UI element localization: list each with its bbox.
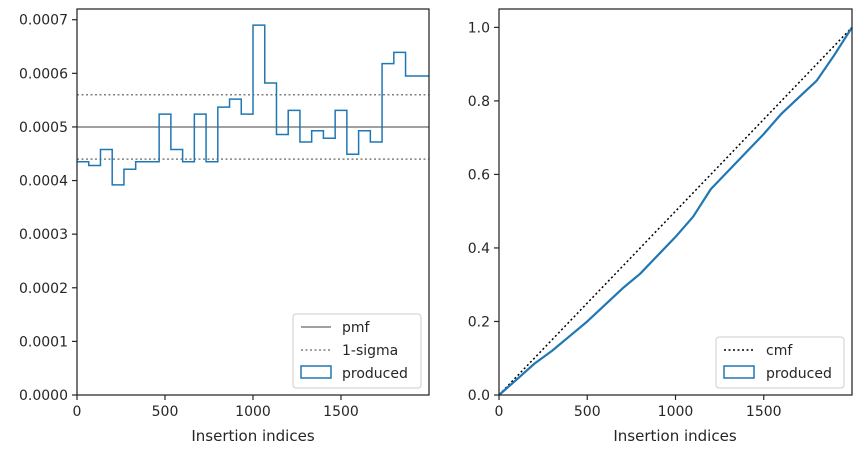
left-xtick-label: 0	[73, 404, 82, 420]
left-ytick-label: 0.0002	[19, 281, 68, 297]
cmf-line	[498, 26, 853, 396]
right-ytick-label: 0.0	[468, 388, 490, 404]
left-ytick-label: 0.0000	[19, 388, 68, 404]
right-legend: cmf produced	[715, 336, 845, 389]
legend-produced-swatch	[300, 365, 332, 379]
right-xtick-label: 0	[495, 404, 504, 420]
left-xtick-label: 500	[152, 404, 179, 420]
produced-cumulative-line	[498, 26, 853, 396]
right-xtick-label: 500	[574, 404, 601, 420]
legend-produced-swatch-right	[723, 365, 755, 379]
left-ytick-label: 0.0001	[19, 334, 68, 350]
left-legend: pmf 1-sigma produced	[292, 313, 422, 389]
right-plot-area	[498, 26, 853, 396]
left-ytick-label: 0.0006	[19, 66, 68, 82]
right-xtick-label: 1500	[746, 404, 782, 420]
left-plot-area	[77, 24, 429, 186]
right-ytick-label: 0.6	[468, 167, 490, 183]
left-panel-pmf: 0 500 1000 1500 0.0000 0.0001 0.0002 0.0003 0.00…	[19, 8, 430, 445]
left-ytick-label: 0.0005	[19, 120, 68, 136]
produced-step-histogram	[77, 24, 429, 186]
right-xtick-label: 1000	[658, 404, 694, 420]
legend-cmf-label: cmf	[766, 343, 793, 359]
left-xtick-label: 1500	[323, 404, 359, 420]
right-panel-cmf: 0 500 1000 1500 0.0 0.2 0.4 0.6 0.8 1.0 Insertion…	[468, 8, 853, 445]
right-ticks: 0 500 1000 1500 0.0 0.2 0.4 0.6 0.8 1.0	[468, 20, 782, 420]
right-ytick-label: 0.8	[468, 94, 490, 110]
right-ytick-label: 0.4	[468, 241, 490, 257]
left-ticks: 0 500 1000 1500 0.0000 0.0001 0.0002 0.0003 0.00…	[19, 13, 359, 420]
left-ytick-label: 0.0004	[19, 174, 68, 190]
left-legend-box	[292, 313, 422, 389]
legend-produced-label: produced	[342, 366, 408, 382]
right-ytick-label: 1.0	[468, 20, 490, 36]
legend-produced-label-right: produced	[766, 366, 832, 382]
legend-pmf-label: pmf	[342, 320, 371, 336]
left-xtick-label: 1000	[235, 404, 271, 420]
left-ytick-label: 0.0007	[19, 13, 68, 29]
left-x-axis-label: Insertion indices	[191, 427, 314, 445]
legend-sigma-label: 1-sigma	[342, 343, 398, 359]
right-x-axis-label: Insertion indices	[613, 427, 736, 445]
left-ytick-label: 0.0003	[19, 227, 68, 243]
right-ytick-label: 0.2	[468, 314, 490, 330]
